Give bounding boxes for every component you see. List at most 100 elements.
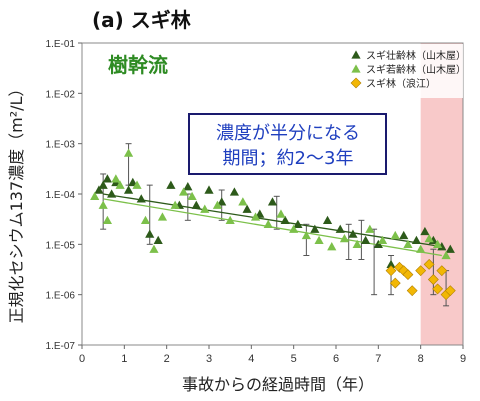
panel-title: (a) スギ林 xyxy=(92,8,191,32)
x-tick-label: 8 xyxy=(418,353,424,365)
data-point-series-1 xyxy=(255,209,265,218)
data-point-series-2 xyxy=(102,215,112,224)
data-point-series-2 xyxy=(170,200,180,209)
data-point-series-1 xyxy=(153,235,163,245)
data-point-series-1 xyxy=(348,229,358,238)
data-point-series-3 xyxy=(423,258,435,270)
data-point-series-2 xyxy=(140,215,151,224)
y-tick-label: 1.E-06 xyxy=(46,291,76,302)
note-line-2: 期間；約2～3年 xyxy=(223,148,354,169)
data-point-series-2 xyxy=(212,200,223,209)
data-point-series-1 xyxy=(123,185,134,194)
data-point-series-2 xyxy=(225,215,235,224)
legend-marker-2 xyxy=(351,64,361,73)
data-point-series-3 xyxy=(385,265,397,277)
data-point-series-2 xyxy=(250,212,261,221)
data-point-series-2 xyxy=(301,230,311,240)
x-tick-label: 1 xyxy=(121,353,127,365)
data-point-series-2 xyxy=(433,239,443,249)
data-point-series-1 xyxy=(204,185,214,194)
data-point-series-1 xyxy=(136,194,146,203)
data-point-series-2 xyxy=(179,187,189,196)
data-point-series-2 xyxy=(263,219,273,228)
data-point-series-1 xyxy=(229,187,239,196)
data-point-series-2 xyxy=(149,244,159,253)
data-point-series-1 xyxy=(128,177,138,187)
data-point-series-2 xyxy=(327,242,337,251)
x-tick-label: 2 xyxy=(164,353,170,365)
legend-box xyxy=(346,44,463,98)
data-point-series-1 xyxy=(437,242,447,251)
legend-marker-3 xyxy=(350,77,362,89)
data-point-series-1 xyxy=(293,219,303,228)
data-point-series-2 xyxy=(90,191,100,200)
data-point-series-1 xyxy=(94,185,104,194)
data-point-series-1 xyxy=(145,229,155,238)
data-point-series-2 xyxy=(157,212,168,221)
data-point-series-1 xyxy=(411,235,422,245)
x-tick-label: 4 xyxy=(248,353,254,365)
data-point-series-2 xyxy=(424,233,434,243)
data-point-series-3 xyxy=(415,265,427,277)
data-point-series-2 xyxy=(416,244,426,253)
data-point-series-1 xyxy=(166,180,176,189)
data-point-series-1 xyxy=(310,224,320,233)
data-point-series-1 xyxy=(267,197,278,206)
note-box-frame xyxy=(188,113,387,175)
data-point-series-2 xyxy=(111,174,121,183)
data-point-series-3 xyxy=(436,265,448,277)
data-point-series-1 xyxy=(399,230,409,240)
x-tick-label: 3 xyxy=(206,353,212,365)
x-axis-title: 事故からの経過時間（年） xyxy=(182,375,374,394)
data-point-series-3 xyxy=(402,269,414,281)
note-box: 濃度が半分になる 期間；約2～3年 xyxy=(188,113,387,175)
data-point-series-1 xyxy=(445,244,455,253)
y-tick-label: 1.E-07 xyxy=(46,341,76,352)
data-point-series-1 xyxy=(107,189,117,198)
x-tick-label: 0 xyxy=(79,353,85,365)
data-point-series-2 xyxy=(441,250,451,260)
y-tick-label: 1.E-05 xyxy=(46,240,76,251)
data-point-series-2 xyxy=(238,197,248,206)
y-tick-label: 1.E-02 xyxy=(46,89,76,100)
data-point-series-1 xyxy=(335,224,345,233)
stemflow-label: 樹幹流 xyxy=(108,53,168,77)
legend-label-3: スギ林（浪江） xyxy=(366,77,436,90)
y-tick-label: 1.E-04 xyxy=(46,190,76,201)
data-point-series-1 xyxy=(420,226,430,236)
data-point-series-2 xyxy=(187,191,197,200)
data-point-series-2 xyxy=(200,204,210,213)
data-point-series-1 xyxy=(217,197,227,206)
x-tick-label: 7 xyxy=(375,353,381,365)
data-point-series-1 xyxy=(280,215,290,224)
legend: スギ壮齢林（山木屋）スギ若齢林（山木屋）スギ林（浪江） xyxy=(346,44,466,98)
note-line-1: 濃度が半分になる xyxy=(216,123,360,144)
data-point-series-1 xyxy=(191,200,201,209)
data-point-series-3 xyxy=(427,274,439,285)
trend-line xyxy=(103,193,442,248)
data-point-series-1 xyxy=(322,215,333,224)
data-point-series-1 xyxy=(183,182,193,191)
data-point-series-2 xyxy=(123,148,134,157)
data-point-series-2 xyxy=(98,200,108,209)
y-tick-label: 1.E-01 xyxy=(46,39,76,50)
data-point-series-2 xyxy=(276,209,286,218)
data-point-series-3 xyxy=(406,285,418,297)
data-point-series-2 xyxy=(339,233,350,243)
data-point-series-2 xyxy=(403,239,413,249)
legend-label-2: スギ若齢林（山木屋） xyxy=(366,63,466,76)
data-point-series-2 xyxy=(132,180,142,189)
y-tick-label: 1.E-03 xyxy=(46,140,76,151)
legend-marker-1 xyxy=(351,50,361,59)
x-tick-label: 9 xyxy=(460,353,466,365)
data-point-series-1 xyxy=(102,174,112,183)
data-point-series-3 xyxy=(432,283,444,295)
data-point-series-1 xyxy=(361,235,371,245)
data-point-series-2 xyxy=(115,180,125,189)
data-point-series-1 xyxy=(98,180,108,189)
data-point-series-2 xyxy=(377,235,388,245)
trend-line xyxy=(103,198,442,257)
data-point-series-2 xyxy=(365,224,375,233)
data-point-series-3 xyxy=(444,285,456,297)
